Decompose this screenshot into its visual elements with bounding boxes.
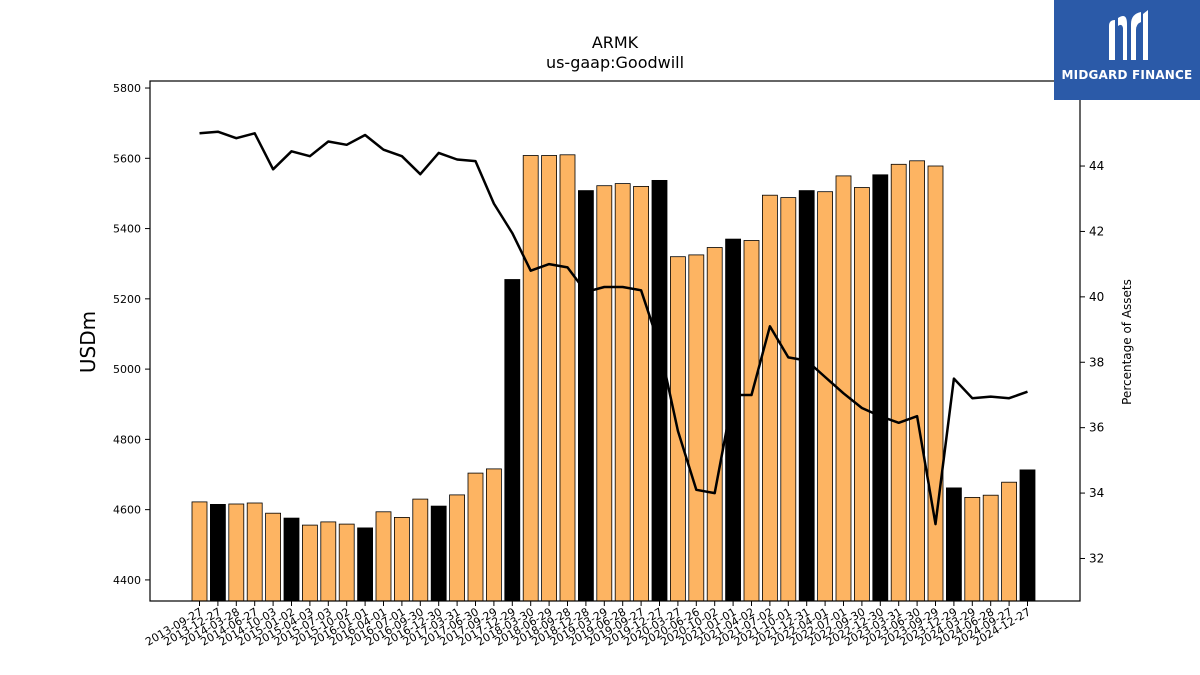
chart-title: ARMK: [592, 33, 639, 52]
bar-2015-07-03: [320, 521, 337, 602]
bar-2014-10-03: [265, 512, 282, 602]
bar-2018-12-28: [578, 190, 594, 602]
bar-2017-06-30: [467, 472, 484, 602]
y2-tick-label: 38: [1089, 355, 1104, 369]
y-tick-label: 5400: [113, 223, 141, 236]
bar-2015-10-02: [338, 523, 355, 602]
y-tick-label: 5600: [113, 152, 141, 165]
bar-2022-09-30: [854, 187, 870, 602]
bar-2016-04-01: [375, 511, 392, 602]
bar-2019-12-27: [651, 179, 668, 602]
bar-2017-03-31: [449, 494, 466, 602]
y2-tick-label: 36: [1089, 421, 1104, 435]
y2-tick-label: 32: [1089, 551, 1104, 565]
bar-2021-07-02: [762, 194, 778, 602]
bar-2013-12-27: [209, 503, 226, 602]
y2-axis-label: Percentage of Assets: [1120, 279, 1134, 405]
bar-series: [191, 154, 1036, 602]
bar-2021-10-01: [780, 197, 797, 602]
bar-2016-12-30: [430, 505, 447, 602]
bar-2021-04-02: [743, 240, 760, 602]
bar-2015-04-03: [301, 524, 318, 602]
y2-tick-label: 42: [1089, 224, 1104, 238]
bar-2018-03-30: [522, 155, 539, 602]
bar-2024-09-27: [1001, 481, 1017, 602]
y2-tick-label: 34: [1089, 486, 1104, 500]
y-tick-label: 5000: [113, 363, 141, 376]
bar-2019-06-28: [614, 183, 631, 602]
y2-tick-label: 44: [1089, 159, 1104, 173]
bar-2016-09-30: [412, 498, 429, 602]
bar-2017-09-29: [485, 468, 502, 602]
axes: 4400 4600 4800 5000 5200 5400 5600 5800 32 34 36 38…: [113, 80, 1104, 649]
bar-2023-03-31: [890, 163, 907, 602]
bar-2023-12-29: [946, 487, 962, 602]
y-tick-label: 4800: [113, 433, 141, 446]
brand-logo: MIDGARD FINANCE: [1054, 0, 1200, 100]
y-tick-label: 5800: [113, 82, 141, 95]
bar-2017-12-29: [504, 279, 521, 602]
bar-2014-03-28: [228, 503, 245, 602]
y2-tick-label: 40: [1089, 290, 1104, 304]
bar-2018-06-29: [541, 155, 557, 602]
bar-2013-09-27: [191, 501, 208, 602]
y-tick-label: 4400: [113, 574, 141, 587]
bar-2020-10-02: [706, 247, 723, 602]
percentage-of-assets-line: [199, 130, 1028, 526]
bar-2018-09-28: [559, 154, 576, 602]
bar-2019-03-29: [596, 185, 613, 602]
plot-frame: [149, 80, 1081, 602]
bar-2022-12-30: [872, 174, 889, 602]
bar-2015-01-02: [283, 517, 300, 602]
y-tick-label: 5200: [113, 293, 141, 306]
logo-text: MIDGARD FINANCE: [1061, 68, 1193, 82]
bar-2022-04-01: [817, 191, 833, 602]
y-axis-label: USDm: [76, 311, 100, 373]
bar-2016-01-01: [357, 527, 374, 602]
bar-2023-06-30: [909, 160, 925, 602]
bar-2016-07-01: [393, 517, 410, 602]
bar-2019-09-27: [633, 185, 649, 602]
bar-2020-06-26: [688, 254, 705, 602]
midgard-m-icon: [1109, 10, 1148, 60]
chart-subtitle: us-gaap:Goodwill: [546, 53, 684, 72]
percentage-line-series: [199, 130, 1028, 526]
bar-2021-12-31: [798, 190, 815, 602]
bar-2024-06-28: [982, 494, 999, 602]
bar-2014-06-27: [246, 502, 263, 602]
bar-2023-09-29: [927, 165, 944, 602]
bar-2024-03-29: [964, 496, 981, 602]
y-tick-label: 4600: [113, 504, 141, 517]
bar-2024-12-27: [1019, 469, 1036, 602]
